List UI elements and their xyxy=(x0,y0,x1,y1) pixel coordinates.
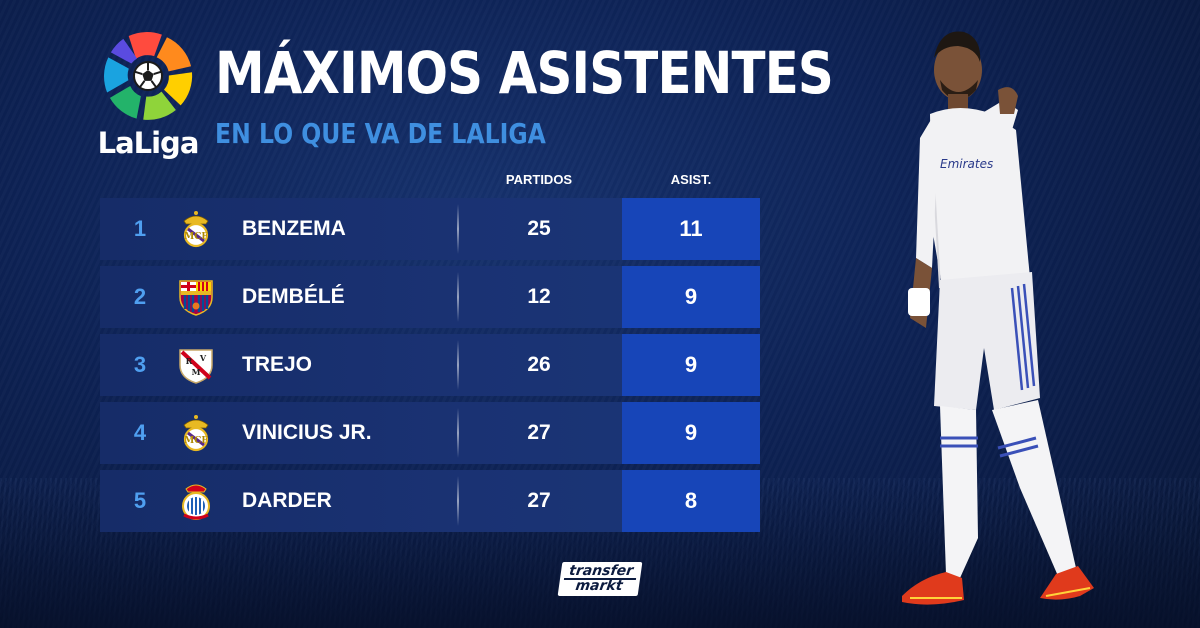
page-subtitle: EN LO QUE VA DE LALIGA xyxy=(215,117,546,150)
real-madrid-crest-icon: MCF xyxy=(183,415,209,452)
player-photo: Emirates xyxy=(902,31,1094,605)
player-name: DEMBÉLÉ xyxy=(242,285,345,308)
rank-number: 2 xyxy=(133,284,147,309)
assists-count: 9 xyxy=(622,334,760,396)
svg-text:R: R xyxy=(186,356,193,366)
games-played: 25 xyxy=(527,217,551,240)
table-row: 4 MCF VINICIUS JR. 27 9 xyxy=(100,402,760,464)
svg-text:Emirates: Emirates xyxy=(940,157,993,171)
espanyol-crest-icon xyxy=(182,484,210,520)
table-row: 5 DARDER 27 8 xyxy=(100,470,760,532)
assists-count: 11 xyxy=(622,198,760,260)
brand-line-1: transfer xyxy=(568,563,635,579)
laliga-logo: LaLiga xyxy=(96,26,200,160)
column-header-assists: ASIST. xyxy=(670,172,712,187)
column-header-games: PARTIDOS xyxy=(505,172,573,187)
svg-text:MCF: MCF xyxy=(184,436,208,446)
table-row: 1 MCF BENZEMA 25 11 xyxy=(100,198,760,260)
rank-number: 5 xyxy=(133,488,147,513)
page-title: MÁXIMOS ASISTENTES xyxy=(215,39,834,107)
rank-number: 3 xyxy=(133,352,147,377)
laliga-petals-icon xyxy=(104,32,193,120)
row-divider xyxy=(457,408,459,458)
transfermarkt-logo: transfer markt xyxy=(557,562,643,596)
player-name: VINICIUS JR. xyxy=(242,421,372,444)
row-divider xyxy=(457,204,459,254)
rank-number: 4 xyxy=(133,420,147,445)
assists-count: 9 xyxy=(622,266,760,328)
rayo-vallecano-crest-icon: R V M xyxy=(179,349,213,384)
svg-text:M: M xyxy=(192,367,201,377)
svg-text:MCF: MCF xyxy=(184,232,208,242)
row-divider xyxy=(457,340,459,390)
svg-text:V: V xyxy=(199,353,207,363)
table-row: 2 DEMBÉLÉ 12 9 xyxy=(100,266,760,328)
barcelona-crest-icon xyxy=(179,280,213,316)
laliga-wordmark: LaLiga xyxy=(97,126,200,160)
row-divider xyxy=(457,272,459,322)
games-played: 27 xyxy=(527,421,551,444)
player-name: DARDER xyxy=(242,489,332,512)
rank-number: 1 xyxy=(133,216,147,241)
table-row: 3 R V M TREJO 26 9 xyxy=(100,334,760,396)
player-name: BENZEMA xyxy=(242,217,346,240)
player-name: TREJO xyxy=(242,353,313,376)
assists-count: 9 xyxy=(622,402,760,464)
real-madrid-crest-icon: MCF xyxy=(183,211,209,248)
brand-line-2: markt xyxy=(574,578,624,594)
games-played: 26 xyxy=(527,353,551,376)
games-played: 27 xyxy=(527,489,551,512)
games-played: 12 xyxy=(527,285,551,308)
row-divider xyxy=(457,476,459,526)
assists-count: 8 xyxy=(622,470,760,532)
